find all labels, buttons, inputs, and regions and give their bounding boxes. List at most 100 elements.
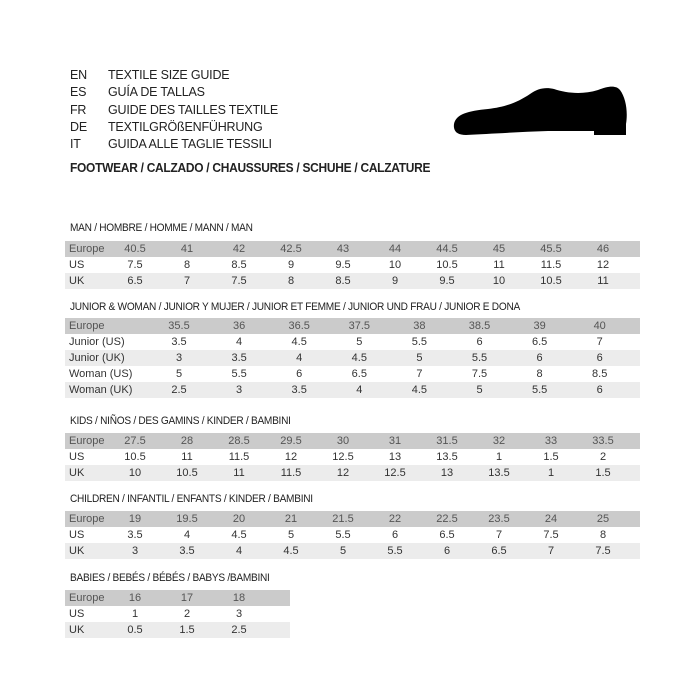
row-label: UK: [69, 467, 85, 479]
size-cell: 3.5: [127, 529, 143, 541]
size-cell: 10: [388, 259, 402, 271]
size-cell: 45: [492, 243, 506, 255]
size-cell: 31: [388, 435, 402, 447]
size-cell: 8.5: [335, 275, 351, 287]
size-cell: 2.5: [231, 624, 247, 636]
size-cell: 4: [235, 545, 243, 557]
table-row: UK 10 10.5 11 11.5 12 12.5 13 13.5 1 1.5: [65, 465, 640, 481]
table-row: Junior (UK) 3 3.5 4 4.5 5 5.5 6 6: [65, 350, 640, 366]
size-cell: 45.5: [540, 243, 562, 255]
size-cell: 12: [284, 451, 298, 463]
row-label: Europe: [69, 435, 105, 447]
size-cell: 5.5: [335, 529, 351, 541]
size-cell: 36.5: [288, 320, 310, 332]
section-title-babies: BABIES / BEBÉS / BÉBÉS / BABYS /BAMBINI: [70, 572, 270, 584]
size-cell: 3.5: [291, 384, 307, 396]
size-cell: 4: [236, 336, 243, 348]
language-code: DE: [70, 119, 87, 134]
size-cell: 5: [175, 368, 183, 380]
size-cell: 25: [596, 513, 610, 525]
size-cell: 5.5: [531, 384, 548, 396]
size-cell: 13: [388, 451, 402, 463]
size-cell: 17: [180, 592, 194, 604]
size-cell: 38.5: [468, 320, 491, 332]
size-cell: 5: [416, 352, 423, 364]
size-cell: 4: [183, 529, 191, 541]
size-cell: 20: [232, 513, 246, 525]
size-cell: 2: [183, 608, 191, 620]
size-cell: 4.5: [283, 545, 299, 557]
size-cell: 16: [128, 592, 142, 604]
row-label: Woman (US): [69, 368, 133, 380]
size-cell: 24: [544, 513, 558, 525]
size-cell: 11: [233, 467, 245, 479]
size-cell: 6.5: [439, 529, 455, 541]
size-cell: 10: [128, 467, 142, 479]
size-cell: 42: [232, 243, 246, 255]
size-cell: 28.5: [228, 435, 250, 447]
size-cell: 6: [536, 352, 543, 364]
shoe-icon: [453, 86, 627, 135]
header-text: TEXTILGRÖßENFÜHRUNG: [108, 119, 263, 134]
size-cell: 7: [596, 336, 603, 348]
size-cell: 4.5: [291, 336, 307, 348]
header-text: TEXTILE SIZE GUIDE: [108, 68, 230, 82]
size-cell: 6: [596, 384, 603, 396]
size-cell: 7.5: [231, 275, 247, 287]
size-cell: 21: [284, 513, 298, 525]
size-cell: 7.5: [127, 259, 143, 271]
row-label: UK: [69, 624, 85, 636]
size-cell: 30: [336, 435, 350, 447]
size-cell: 8.5: [592, 368, 608, 380]
table-row: Junior (US) 3.5 4 4.5 5 5.5 6 6.5 7: [65, 334, 640, 350]
size-cell: 1: [547, 467, 555, 479]
table-header-row: Europe 19 19.5 20 21 21.5 22 22.5 23.5 24 25: [65, 511, 640, 527]
size-cell: 44.5: [436, 243, 458, 255]
section-title-children: CHILDREN / INFANTIL / ENFANTS / KINDER /…: [70, 493, 313, 505]
size-cell: 10: [492, 275, 506, 287]
size-cell: 13.5: [488, 467, 510, 479]
size-cell: 12: [336, 467, 350, 479]
size-cell: 5.5: [471, 352, 488, 364]
size-cell: 41: [180, 243, 194, 255]
header-line-es: ES GUÍA DE TALLAS: [70, 84, 278, 101]
size-cell: 5: [476, 384, 483, 396]
section-title-junior-woman: JUNIOR & WOMAN / JUNIOR Y MUJER / JUNIOR…: [70, 301, 520, 313]
size-cell: 12: [596, 259, 610, 271]
size-cell: 9: [287, 259, 295, 271]
size-cell: 3.5: [179, 545, 195, 557]
size-cell: 11: [597, 275, 609, 287]
size-cell: 19.5: [176, 513, 198, 525]
size-cell: 10.5: [176, 467, 198, 479]
table-row: US 3.5 4 4.5 5 5.5 6 6.5 7 7.5 8: [65, 527, 640, 543]
footwear-title: FOOTWEAR / CALZADO / CHAUSSURES / SCHUHE…: [70, 160, 431, 175]
table-header-row: Europe 40.5 41 42 42.5 43 44 44.5 45 45.5 46: [65, 241, 640, 257]
size-cell: 12.5: [384, 467, 406, 479]
size-cell: 11: [493, 259, 505, 271]
row-label: UK: [69, 275, 85, 287]
size-cell: 6: [443, 545, 451, 557]
row-label: Europe: [69, 513, 105, 525]
size-cell: 5.5: [231, 368, 247, 380]
size-cell: 35.5: [168, 320, 190, 332]
table-header-row: Europe 16 17 18: [65, 590, 290, 606]
size-cell: 1: [131, 608, 139, 620]
size-cell: 21.5: [332, 513, 354, 525]
header-line-fr: FR GUIDE DES TAILLES TEXTILE: [70, 102, 278, 119]
size-cell: 8: [599, 529, 607, 541]
size-cell: 3: [131, 545, 139, 557]
header-line-en: EN TEXTILE SIZE GUIDE: [70, 67, 278, 84]
table-header-row: Europe 35.5 36 36.5 37.5 38 38.5 39 40: [65, 318, 640, 334]
row-label: US: [69, 529, 85, 541]
row-label: Europe: [69, 592, 105, 604]
size-cell: 7.5: [595, 545, 611, 557]
language-code: IT: [70, 137, 81, 152]
row-label: Europe: [69, 243, 105, 255]
row-label: UK: [69, 545, 85, 557]
size-cell: 37.5: [348, 320, 371, 332]
size-cell: 11.5: [228, 451, 250, 463]
size-table-children: Europe 19 19.5 20 21 21.5 22 22.5 23.5 24 25 US 3.5 4…: [65, 511, 640, 559]
row-label: US: [69, 259, 85, 271]
size-table-kids: Europe 27.5 28 28.5 29.5 30 31 31.5 32 33 33.5 US 10…: [65, 433, 640, 481]
size-cell: 36: [232, 320, 246, 332]
